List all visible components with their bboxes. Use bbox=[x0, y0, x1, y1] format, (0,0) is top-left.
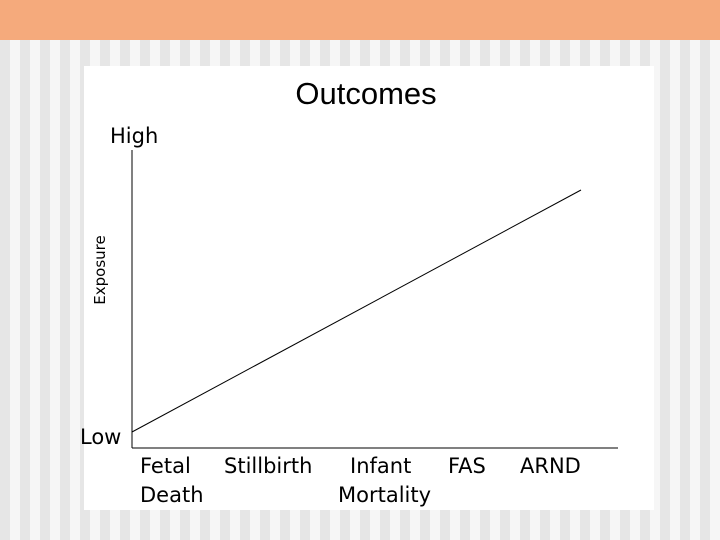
category-label: ARND bbox=[520, 454, 581, 478]
header-bar bbox=[0, 0, 720, 40]
category-label: Infant bbox=[350, 454, 411, 478]
title: Outcomes bbox=[295, 76, 436, 111]
category-label: Fetal bbox=[140, 454, 191, 478]
low-label: Low bbox=[80, 425, 121, 449]
category-label: FAS bbox=[448, 454, 486, 478]
trend-line bbox=[131, 189, 582, 433]
category-label: Death bbox=[140, 483, 204, 507]
category-label: Stillbirth bbox=[224, 454, 312, 478]
y-axis-label: Exposure bbox=[91, 235, 109, 304]
category-label: Mortality bbox=[338, 483, 431, 507]
high-label: High bbox=[110, 124, 158, 148]
panel bbox=[84, 66, 654, 510]
